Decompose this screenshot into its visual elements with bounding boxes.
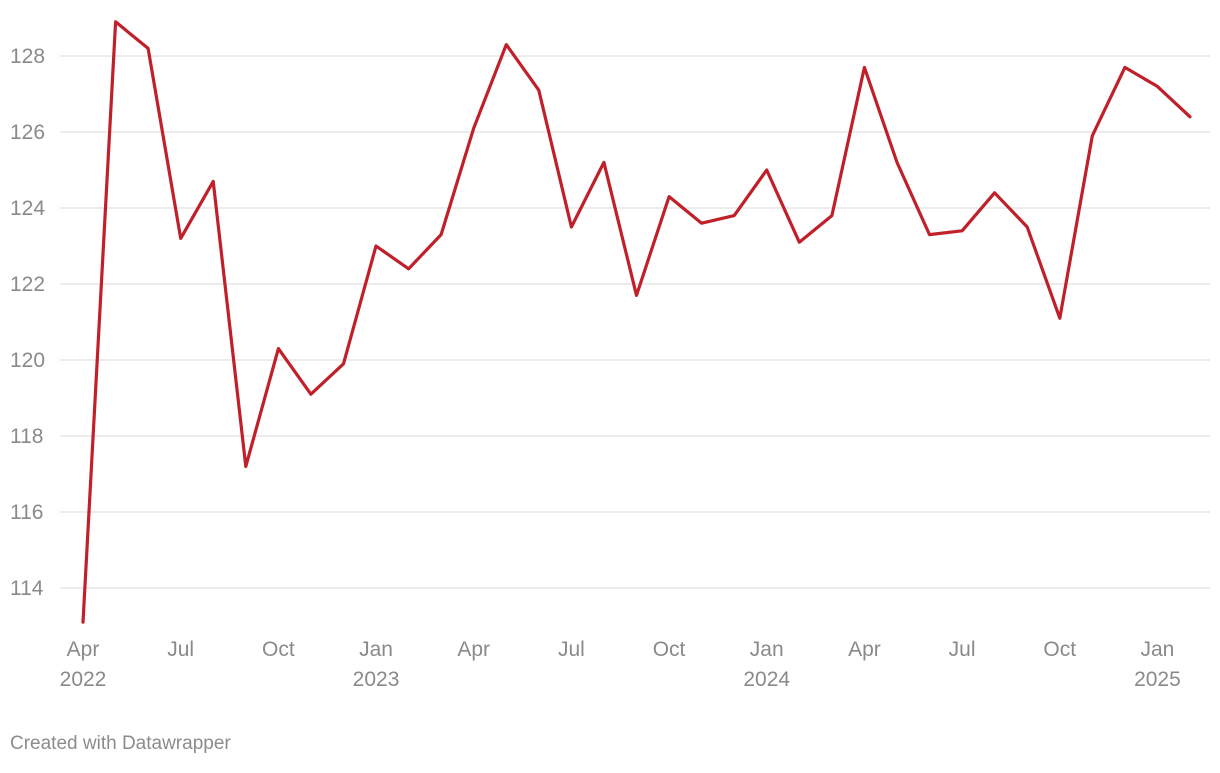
data-point xyxy=(244,464,248,468)
y-axis-ticks: 114 116 118 120 122 124 126 128 xyxy=(10,45,45,600)
series-line-group xyxy=(81,20,1192,624)
data-point xyxy=(1155,84,1159,88)
data-point xyxy=(439,233,443,237)
data-point xyxy=(797,240,801,244)
x-tick-label: Jan xyxy=(359,638,393,661)
data-point xyxy=(114,20,118,24)
data-point xyxy=(342,362,346,366)
data-point xyxy=(862,65,866,69)
data-point xyxy=(81,620,85,624)
data-point xyxy=(667,195,671,199)
gridlines xyxy=(60,55,1210,589)
data-point xyxy=(374,244,378,248)
x-tick-label: Jul xyxy=(167,638,194,661)
y-tick-label: 114 xyxy=(10,577,44,600)
data-point xyxy=(830,214,834,218)
data-point xyxy=(407,267,411,271)
x-tick-year-label: 2025 xyxy=(1134,668,1181,691)
data-point xyxy=(537,88,541,92)
data-point xyxy=(602,160,606,164)
data-point xyxy=(211,179,215,183)
data-point xyxy=(504,43,508,47)
x-axis-ticks: Apr 2022 Jul Oct Jan 2023 Apr Jul Oct Jan 2024 Apr J… xyxy=(60,638,1181,691)
x-tick-year-label: 2023 xyxy=(353,668,400,691)
y-tick-label: 118 xyxy=(10,425,43,448)
x-tick-year-label: 2024 xyxy=(743,668,790,691)
x-tick-label: Jan xyxy=(750,638,784,661)
x-tick-label: Jul xyxy=(558,638,585,661)
x-tick-label: Apr xyxy=(848,638,881,661)
data-point xyxy=(960,229,964,233)
data-point xyxy=(928,233,932,237)
x-tick-label: Oct xyxy=(262,638,295,661)
data-point xyxy=(993,191,997,195)
y-tick-label: 120 xyxy=(10,349,45,372)
series-line xyxy=(81,20,1192,624)
y-tick-label: 126 xyxy=(10,121,45,144)
y-tick-label: 128 xyxy=(10,45,45,68)
x-tick-label: Apr xyxy=(67,638,100,661)
x-tick-label: Jul xyxy=(949,638,976,661)
data-point xyxy=(1090,134,1094,138)
data-point xyxy=(146,46,150,50)
x-tick-year-label: 2022 xyxy=(60,668,107,691)
data-point xyxy=(1058,316,1062,320)
data-point xyxy=(309,392,313,396)
data-point xyxy=(179,236,183,240)
data-point xyxy=(732,214,736,218)
data-point xyxy=(700,221,704,225)
x-tick-label: Oct xyxy=(653,638,686,661)
x-tick-label: Apr xyxy=(457,638,490,661)
data-point xyxy=(472,126,476,130)
data-point xyxy=(569,225,573,229)
data-point xyxy=(1123,65,1127,69)
data-point xyxy=(635,293,639,297)
data-point xyxy=(276,347,280,351)
y-tick-label: 124 xyxy=(10,197,45,220)
data-point xyxy=(765,168,769,172)
x-tick-label: Oct xyxy=(1043,638,1076,661)
data-point xyxy=(1188,115,1192,119)
x-tick-label: Jan xyxy=(1141,638,1175,661)
credit-text: Created with Datawrapper xyxy=(10,733,231,754)
y-tick-label: 116 xyxy=(10,501,43,524)
y-tick-label: 122 xyxy=(10,273,45,296)
data-point xyxy=(895,160,899,164)
data-point xyxy=(1025,225,1029,229)
